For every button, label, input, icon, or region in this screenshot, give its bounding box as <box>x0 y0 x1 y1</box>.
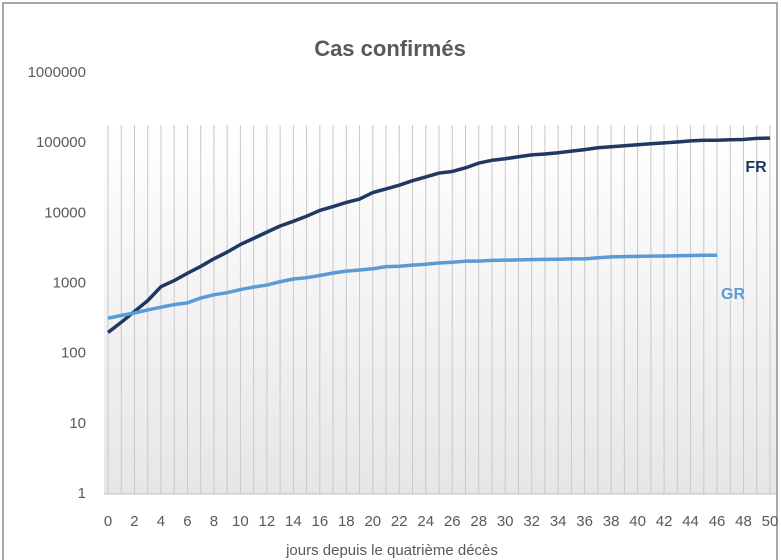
x-tick-label: 4 <box>157 513 165 530</box>
x-tick-label: 8 <box>210 513 218 530</box>
x-tick-label: 16 <box>311 513 328 530</box>
x-tick-label: 24 <box>417 513 434 530</box>
line-series <box>107 253 718 320</box>
x-tick-label: 36 <box>576 513 593 530</box>
x-tick-label: 10 <box>232 513 249 530</box>
x-tick-label: 48 <box>735 513 752 530</box>
x-tick-label: 28 <box>470 513 487 530</box>
y-tick-label: 1 <box>78 485 86 502</box>
y-tick-label: 1000000 <box>28 64 86 81</box>
x-tick-label: 12 <box>259 513 276 530</box>
chart-title: Cas confirmés <box>314 36 466 61</box>
x-tick-label: 22 <box>391 513 408 530</box>
y-tick-label: 10000 <box>44 204 86 221</box>
x-tick-label: 50 <box>762 513 779 530</box>
x-tick-label: 32 <box>523 513 540 530</box>
x-tick-label: 42 <box>656 513 673 530</box>
x-tick-label: 38 <box>603 513 620 530</box>
series-label: FR <box>745 159 767 176</box>
y-tick-label: 100 <box>61 345 86 362</box>
x-tick-label: 2 <box>130 513 138 530</box>
x-tick-label: 20 <box>364 513 381 530</box>
x-tick-label: 34 <box>550 513 567 530</box>
x-tick-label: 0 <box>104 513 112 530</box>
x-tick-label: 14 <box>285 513 302 530</box>
y-tick-label: 10 <box>69 415 86 432</box>
x-tick-label: 26 <box>444 513 461 530</box>
x-tick-label: 44 <box>682 513 699 530</box>
x-tick-label: 6 <box>183 513 191 530</box>
y-tick-label: 100000 <box>36 134 86 151</box>
line-series <box>106 136 771 334</box>
plot-background <box>104 125 776 494</box>
x-tick-label: 30 <box>497 513 514 530</box>
x-axis-label: jours depuis le quatrième décès <box>285 542 498 559</box>
x-tick-label: 18 <box>338 513 355 530</box>
x-tick-label: 40 <box>629 513 646 530</box>
x-tick-label: 46 <box>709 513 726 530</box>
y-tick-label: 1000 <box>53 274 86 291</box>
series-label: GR <box>721 286 745 303</box>
